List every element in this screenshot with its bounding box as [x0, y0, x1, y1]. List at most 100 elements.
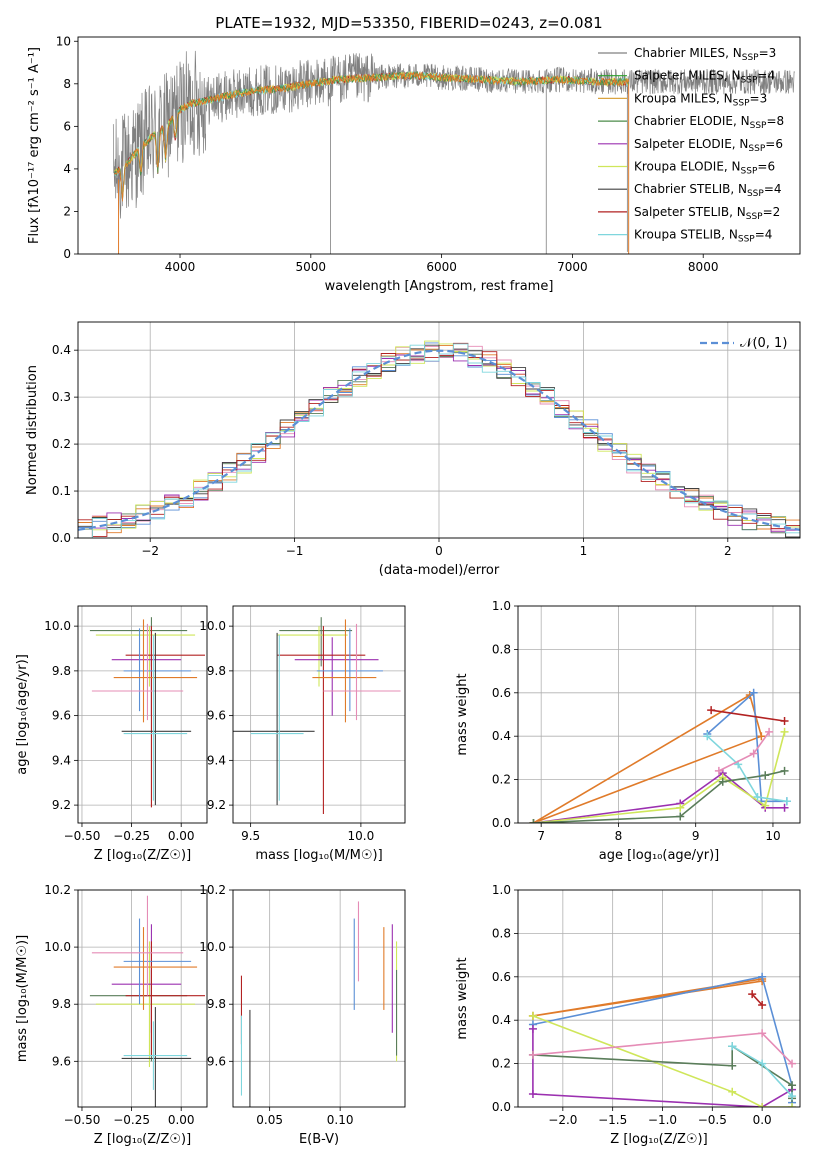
legend-entry: 𝒩(0, 1): [740, 336, 787, 351]
x-tick-label: −1: [286, 544, 304, 558]
error-bar: [125, 626, 206, 808]
y-tick-label: 10.2: [44, 883, 71, 897]
x-tick-label: 0.00: [168, 829, 195, 843]
data-point: [758, 972, 767, 981]
axes-2: −0.50 −0.25 0.00 9.2 9.4 9.6 9.8 10.0 Z [log₁₀(Z…: [15, 605, 208, 863]
mass-weight-series: [529, 766, 789, 823]
y-tick-label: 9.4: [52, 753, 71, 767]
x-tick-label: 2: [724, 544, 732, 558]
axes-frame: [517, 889, 801, 1108]
mass-weight-series: [707, 706, 789, 726]
axes-frame: [77, 321, 801, 539]
error-bar: [312, 619, 377, 723]
data-point: [728, 1042, 737, 1051]
series-line: [533, 772, 785, 823]
x-tick-label: 10: [765, 829, 780, 843]
y-tick-label: 10.0: [44, 940, 71, 954]
y-axis-label: mass weight: [455, 957, 470, 1039]
data-point: [528, 1024, 537, 1033]
error-bar: [121, 632, 192, 806]
x-axis-label: wavelength [Angstrom, rest frame]: [325, 279, 554, 294]
error-bar: [125, 941, 206, 1056]
mass-weight-series: [728, 1042, 797, 1101]
data-point: [749, 749, 758, 758]
y-tick-label: 9.8: [207, 997, 226, 1011]
x-tick-label: 0.00: [168, 1113, 195, 1127]
y-tick-label: 10.0: [199, 940, 226, 954]
series-line: [532, 1015, 792, 1107]
x-axis-label: (data-model)/error: [379, 563, 500, 578]
x-tick-label: −0.50: [64, 829, 101, 843]
y-tick-label: 0.4: [492, 729, 511, 743]
y-tick-label: 0.4: [52, 343, 71, 357]
series-line: [532, 1028, 793, 1107]
error-bar: [95, 941, 196, 1068]
errorbar-area: [89, 895, 206, 1107]
y-tick-label: 0.0: [492, 1100, 511, 1114]
axes-frame: [77, 36, 801, 255]
y-tick-label: 0.8: [492, 926, 511, 940]
y-tick-label: 2: [63, 204, 71, 218]
mass-weight-series: [529, 690, 766, 823]
error-bar: [111, 637, 182, 716]
chart-title: PLATE=1932, MJD=53350, FIBERID=0243, z=0…: [215, 14, 602, 32]
y-axis-label: age [log₁₀(age/yr)]: [15, 654, 30, 775]
y-tick-label: 9.4: [207, 753, 226, 767]
y-tick-label: 6: [63, 119, 71, 133]
data-point: [676, 812, 685, 821]
y-tick-label: 9.2: [52, 798, 71, 812]
data-point: [758, 1001, 767, 1010]
axes-1: −2 −1 0 1 2 0.0 0.1 0.2 0.3 0.4 (data-model)/error…: [25, 321, 801, 578]
y-tick-label: 0.2: [492, 773, 511, 787]
axes-3: 9.5 10.0 9.2 9.4 9.6 9.8 10.0 mass [log₁₀(M/M☉)…: [199, 605, 406, 863]
x-tick-label: 7000: [557, 260, 588, 274]
error-bar: [123, 635, 188, 801]
legend-entry: Kroupa ELODIE, NSSP=6: [634, 160, 775, 177]
y-tick-label: 9.2: [207, 798, 226, 812]
axes-4: 7 8 9 10 0.0 0.2 0.4 0.6 0.8 1.0 age [log₁₀(age/yr…: [455, 599, 801, 863]
data-point: [780, 766, 789, 775]
mass-weight-series: [528, 974, 767, 1020]
error-bar: [121, 1007, 192, 1107]
axes-6: 0.05 0.10 9.6 9.8 10.0 10.2 E(B-V): [199, 883, 406, 1147]
y-tick-label: 9.8: [52, 664, 71, 678]
data-point: [728, 1087, 737, 1096]
x-tick-label: 10.0: [348, 829, 375, 843]
y-axis-label: mass weight: [455, 673, 470, 755]
series-line: [751, 993, 763, 1006]
errorbar-area: [89, 617, 206, 808]
errorbar-area: [233, 617, 401, 815]
normal-reference-curve: [78, 349, 800, 531]
data-point: [761, 801, 770, 810]
error-bar: [323, 623, 401, 721]
y-tick-label: 9.8: [52, 997, 71, 1011]
x-tick-label: −2.0: [548, 1113, 577, 1127]
x-tick-label: 0.10: [327, 1113, 354, 1127]
x-axis-label: E(B-V): [299, 1132, 339, 1147]
x-tick-label: −0.25: [113, 1113, 150, 1127]
x-axis-label: Z [log₁₀(Z/Z☉)]: [94, 1132, 191, 1147]
y-tick-label: 10: [56, 34, 71, 48]
mass-weight-series: [748, 990, 767, 1010]
axes-frame: [77, 605, 208, 824]
data-point: [748, 990, 757, 999]
data-point: [753, 792, 762, 801]
legend-entry: Salpeter MILES, NSSP=4: [634, 69, 775, 86]
y-tick-label: 0.4: [492, 1013, 511, 1027]
error-bar: [294, 637, 379, 716]
x-tick-label: 4000: [165, 260, 196, 274]
error-bar: [95, 626, 196, 687]
x-axis-label: Z [log₁₀(Z/Z☉)]: [94, 848, 191, 863]
y-tick-label: 9.6: [52, 709, 71, 723]
error-bar: [89, 969, 188, 1062]
series-line: [533, 693, 763, 823]
data-point: [788, 1081, 797, 1090]
series-line: [711, 709, 785, 722]
y-tick-label: 0.0: [492, 816, 511, 830]
x-tick-label: 0.0: [753, 1113, 772, 1127]
x-axis-label: age [log₁₀(age/yr)]: [599, 848, 720, 863]
y-tick-label: 0.0: [52, 531, 71, 545]
error-bar: [113, 927, 198, 1010]
legend-entry: Salpeter STELIB, NSSP=2: [634, 205, 780, 222]
